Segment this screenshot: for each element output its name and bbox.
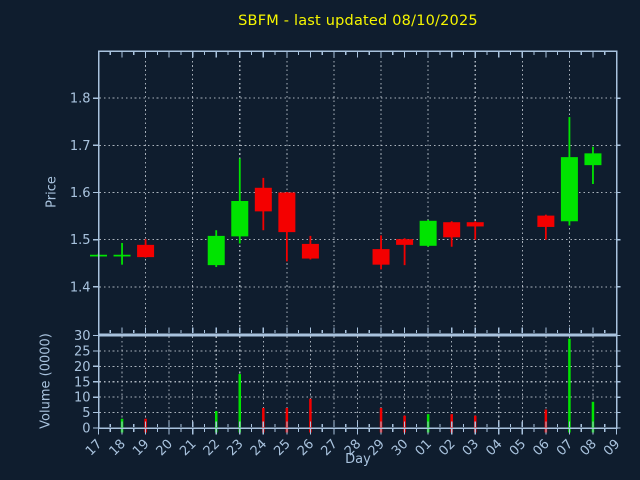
candle-body: [466, 222, 484, 227]
candle-body: [113, 254, 131, 257]
volume-tick-label: 5: [82, 406, 90, 421]
volume-axis-label: Volume (0000): [38, 333, 54, 429]
candle-body: [207, 235, 225, 266]
price-panel-frame: [97, 50, 618, 335]
candle-body: [584, 153, 602, 166]
candle-body: [419, 220, 437, 246]
price-axis-label: Price: [44, 176, 60, 208]
volume-tick-label: 15: [74, 375, 91, 390]
candle-body: [537, 215, 555, 227]
x-axis-label: Day: [345, 452, 371, 467]
candle-body: [396, 239, 414, 245]
price-tick-label: 1.7: [70, 139, 91, 154]
volume-tick-label: 20: [74, 360, 91, 375]
price-tick-label: 1.4: [70, 280, 91, 295]
volume-tick-label: 0: [82, 422, 90, 437]
candle-body: [278, 192, 296, 233]
candle-body: [137, 244, 155, 258]
candle-body: [301, 243, 319, 259]
chart-title: SBFM - last updated 08/10/2025: [238, 13, 478, 29]
price-tick-label: 1.5: [70, 233, 91, 248]
candle-body: [443, 222, 461, 238]
volume-tick-label: 30: [74, 329, 91, 344]
candle-body: [254, 187, 272, 212]
candle-body: [560, 157, 578, 222]
volume-panel-frame: [97, 334, 618, 429]
volume-tick-label: 25: [74, 344, 91, 359]
candle-body: [372, 249, 390, 265]
volume-tick-label: 10: [74, 391, 91, 406]
candle-body: [231, 200, 249, 237]
price-tick-label: 1.8: [70, 92, 91, 107]
price-tick-label: 1.6: [70, 186, 91, 201]
